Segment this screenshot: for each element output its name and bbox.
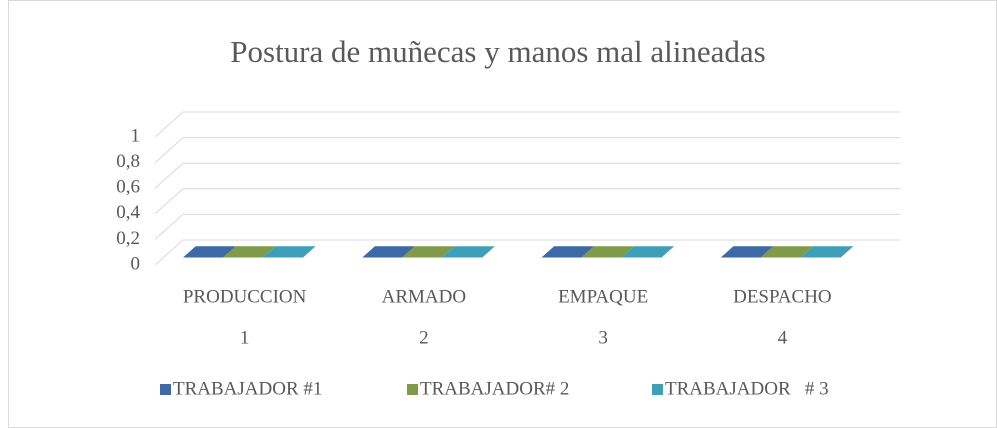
bar: [760, 246, 814, 258]
grid-line: [154, 213, 900, 240]
x-group-label: 1: [240, 327, 250, 348]
y-tick-label: 0: [131, 253, 141, 274]
legend-label: TRABAJADOR# 2: [420, 378, 569, 399]
x-group-label: 4: [778, 327, 788, 348]
x-tick-label: PRODUCCION: [183, 286, 307, 307]
x-tick-label: EMPAQUE: [558, 286, 648, 307]
bar: [800, 246, 854, 258]
grid-line: [154, 188, 900, 215]
legend-swatch: [160, 384, 171, 395]
bar: [621, 246, 675, 258]
grid-line: [154, 111, 900, 138]
legend-label: TRABAJADOR # 3: [665, 378, 829, 399]
legend-label: TRABAJADOR #1: [173, 378, 322, 399]
x-group-label: 2: [419, 327, 429, 348]
grid-line: [154, 239, 900, 266]
legend-swatch: [652, 384, 663, 395]
bar: [402, 246, 455, 258]
bar: [720, 246, 774, 258]
x-tick-label: ARMADO: [382, 286, 466, 307]
y-tick-label: 0,8: [116, 151, 140, 172]
bar: [263, 246, 316, 258]
bar: [541, 246, 595, 258]
x-tick-label: DESPACHO: [733, 286, 832, 307]
bar: [223, 246, 276, 258]
y-tick-label: 0,2: [116, 228, 140, 249]
grid-line: [154, 162, 900, 189]
legend-swatch: [407, 384, 418, 395]
bar: [442, 246, 495, 258]
x-group-label: 3: [598, 327, 608, 348]
y-tick-label: 0,4: [116, 202, 140, 223]
chart-title: Postura de muñecas y manos mal alineadas: [230, 34, 765, 69]
y-tick-label: 1: [131, 125, 141, 146]
bar: [581, 246, 635, 258]
y-tick-label: 0,6: [116, 177, 140, 198]
grid-line: [154, 137, 900, 163]
bar: [362, 246, 415, 258]
bar: [183, 246, 236, 258]
